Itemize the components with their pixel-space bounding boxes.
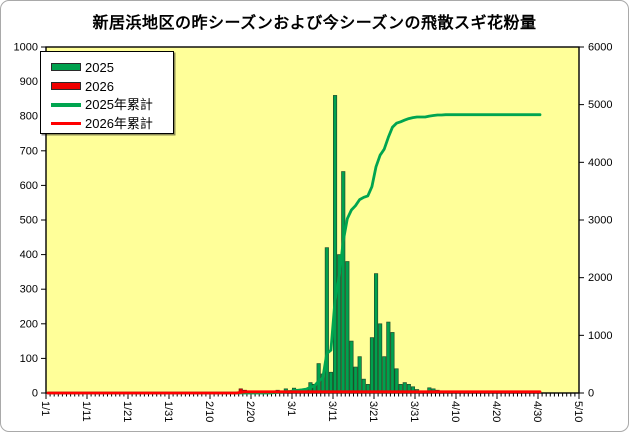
cumulative-line-2026年累計 [46,390,542,395]
left-axis-label: 1000 [14,42,38,54]
x-axis-label: 3/21 [367,401,379,422]
chart-legend: 2025 2026 2025年累計 2026年累計 [40,51,174,134]
right-axis-label: 4000 [588,157,612,169]
x-axis-label: 2/10 [203,401,215,422]
legend-bar-swatch [51,82,81,91]
x-axis-label: 5/10 [572,401,584,422]
x-axis-label: 4/30 [531,401,543,422]
x-axis-label: 3/31 [408,401,420,422]
bar-2025 [324,247,329,394]
bar-2025 [369,337,375,394]
x-axis-label: 1/11 [80,401,92,422]
x-axis-label: 4/10 [449,401,461,422]
bar-2025 [378,323,383,394]
bar-2025 [328,371,334,394]
right-axis-label: 1000 [588,330,612,342]
legend-label: 2026 [85,78,114,94]
bar-2025 [353,366,358,394]
bar-2025 [390,332,395,394]
bar-2025 [382,356,387,394]
left-axis-label: 700 [20,145,38,157]
legend-label: 2025年累計 [85,97,153,113]
left-axis-label: 400 [20,249,38,261]
bar-2025 [333,95,338,394]
legend-item-2026年累計: 2026年累計 [51,115,173,132]
right-axis-label: 6000 [588,42,612,54]
bar-2025 [316,363,321,394]
left-axis-label: 800 [20,111,38,123]
right-axis-label: 2000 [588,272,612,284]
legend-label: 2026年累計 [85,116,153,132]
right-axis-label: 0 [588,388,594,400]
x-axis-label: 3/1 [285,401,297,416]
bar-2025 [386,321,391,394]
legend-item-2025: 2025 [51,59,173,76]
chart-title: 新居浜地区の昨シーズンおよび今シーズンの飛散スギ花粉量 [92,15,537,32]
x-axis-label: 1/31 [162,401,174,422]
legend-item-2025年累計: 2025年累計 [51,96,173,113]
left-axis-label: 600 [20,180,38,192]
x-axis-label: 2/20 [244,401,256,422]
right-axis-label: 3000 [588,215,612,227]
x-axis-label: 4/20 [490,401,502,422]
bar-2025 [357,356,362,394]
left-axis-label: 300 [20,284,38,296]
x-axis-label: 1/1 [39,401,51,416]
bar-2025 [374,273,379,394]
left-axis-label: 500 [20,215,38,227]
left-axis-label: 100 [20,353,38,365]
legend-line-swatch [51,103,81,107]
left-axis-label: 200 [20,318,38,330]
bar-2025 [349,340,354,394]
left-axis-label: 900 [20,76,38,88]
legend-label: 2025 [85,59,114,75]
bar-2025 [394,368,399,394]
x-axis-label: 3/11 [326,401,338,422]
right-axis-label: 5000 [588,99,612,111]
bar-2025 [341,171,346,394]
left-axis-label: 0 [32,388,38,400]
legend-bar-swatch [51,63,81,72]
x-axis-label: 1/21 [121,401,133,422]
bar-2025 [345,261,350,394]
legend-line-swatch [51,121,81,126]
legend-item-2026: 2026 [51,78,173,95]
